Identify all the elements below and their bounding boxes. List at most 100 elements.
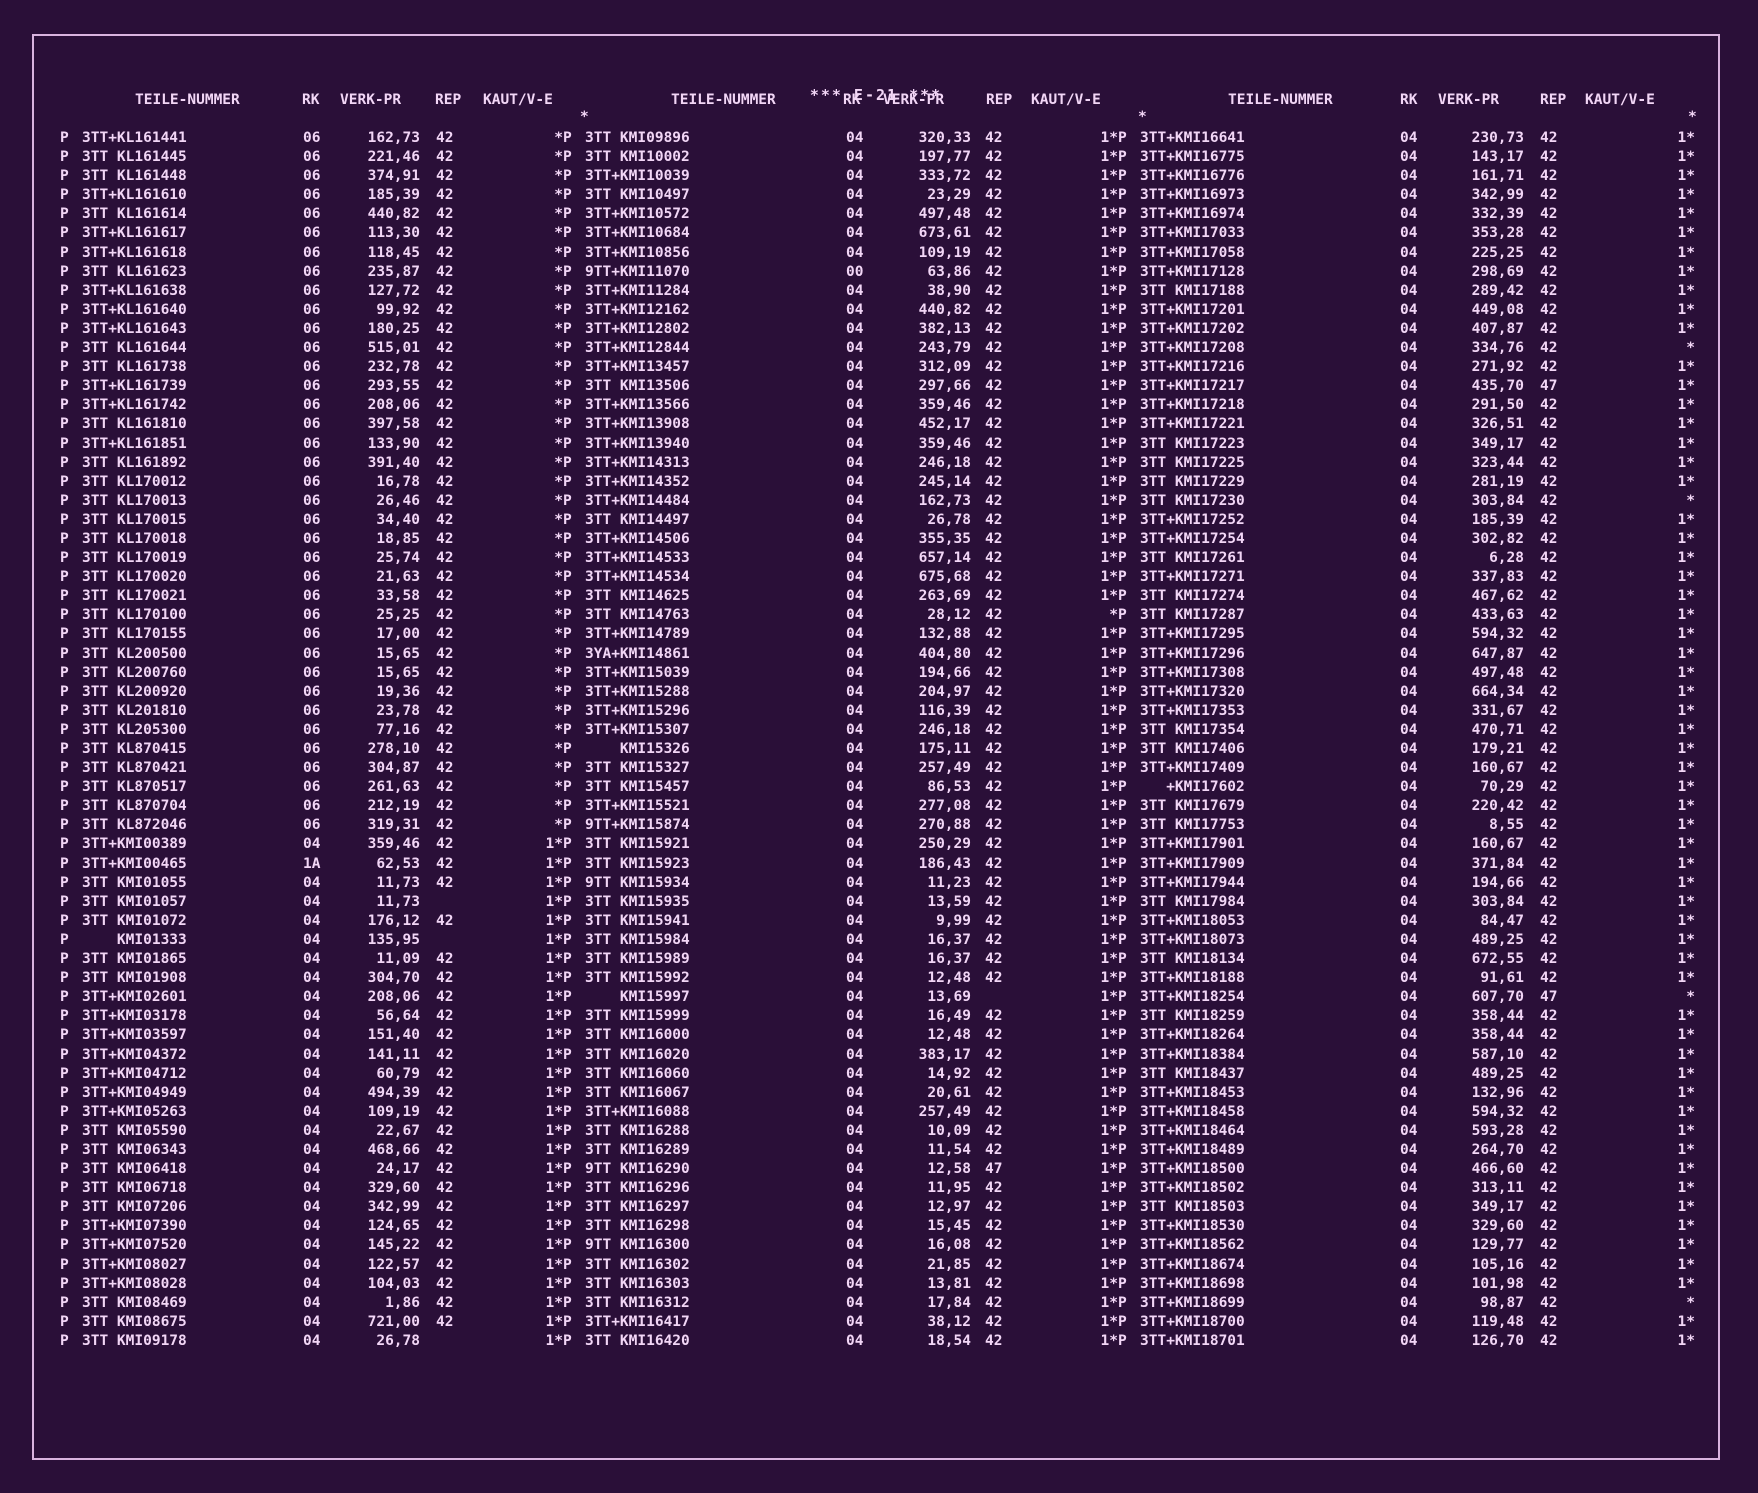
prefix-cell: P xyxy=(60,359,69,376)
rk-cell: 04 xyxy=(1400,1199,1418,1216)
prefix-cell: P xyxy=(563,855,572,872)
price-cell: 359,46 xyxy=(918,435,971,452)
flag-cell: * xyxy=(554,149,563,166)
part-number-cell: 3TT KMI05590 xyxy=(82,1122,187,1139)
rep-cell: 42 xyxy=(985,760,1003,777)
rep-cell: 42 xyxy=(985,397,1003,414)
table-row: * P 3TT+KMI10039 04 333,72 42 xyxy=(554,168,1123,187)
prefix-cell: P xyxy=(1118,530,1127,547)
flag-cell: 1* xyxy=(1100,817,1118,834)
table-row: P 3TT+KL161441 06 162,73 42 xyxy=(60,130,580,149)
prefix-cell: P xyxy=(1118,359,1127,376)
rk-cell: 04 xyxy=(1400,626,1418,643)
flag-cell: 1* xyxy=(1100,1008,1118,1025)
part-number-cell: 3TT KL870704 xyxy=(82,798,187,815)
rk-cell: 04 xyxy=(1400,836,1418,853)
table-row: * P 3TT+KMI14533 04 657,14 42 xyxy=(554,550,1123,569)
flag-cell: 1* xyxy=(1100,1256,1118,1273)
price-cell: 21,85 xyxy=(927,1256,971,1273)
flag-cell: 1* xyxy=(545,1084,563,1101)
rk-cell: 04 xyxy=(846,282,864,299)
rk-cell: 06 xyxy=(303,550,321,567)
rk-cell: 04 xyxy=(1400,1008,1418,1025)
prefix-cell: P xyxy=(60,798,69,815)
price-cell: 359,46 xyxy=(367,836,420,853)
prefix-cell: P xyxy=(60,1141,69,1158)
prefix-cell: P xyxy=(563,588,572,605)
part-number-cell: 3TT KMI06343 xyxy=(82,1141,187,1158)
flag-cell: 1* xyxy=(545,893,563,910)
flag-cell: 1* xyxy=(1100,130,1118,146)
table-row: * P 3TT+KMI12844 04 243,79 42 xyxy=(554,340,1123,359)
rk-cell: 06 xyxy=(303,626,321,643)
table-row: P 3TT KL870704 06 212,19 42 xyxy=(60,798,580,817)
flag-cell: * xyxy=(554,798,563,815)
table-row: P 3TT KL170019 06 25,74 42 xyxy=(60,550,580,569)
part-number-cell: 3TT+KMI18699 xyxy=(1140,1294,1245,1311)
price-cell: 179,21 xyxy=(1471,741,1524,757)
part-number-cell: 3TT+KMI17033 xyxy=(1140,225,1245,242)
part-number-cell: 3TT KL205300 xyxy=(82,721,187,738)
rk-cell: 06 xyxy=(303,492,321,509)
prefix-cell: P xyxy=(563,1332,572,1349)
rk-cell: 06 xyxy=(303,301,321,318)
table-row: P 3TT KMI01072 04 176,12 42 xyxy=(60,913,580,932)
table-row: P 3TT+KMI08028 04 104,03 42 xyxy=(60,1276,580,1295)
table-row: P 3TT KMI01865 04 11,09 42 xyxy=(60,951,580,970)
flag-cell: 1* xyxy=(1677,1084,1695,1101)
table-row: * P 3TT+KMI12162 04 440,82 42 xyxy=(554,302,1123,321)
prefix-cell: P xyxy=(60,244,69,261)
rep-cell: 42 xyxy=(436,282,454,299)
prefix-cell: P xyxy=(1118,511,1127,528)
rk-cell: 04 xyxy=(1400,721,1418,738)
rep-cell: 42 xyxy=(1540,1199,1558,1216)
rk-cell: 04 xyxy=(1400,340,1418,357)
table-row: P 3TT KL161810 06 397,58 42 xyxy=(60,416,580,435)
prefix-cell: P xyxy=(60,1180,69,1197)
rk-cell: 04 xyxy=(1400,989,1418,1006)
rk-cell: 04 xyxy=(1400,569,1418,586)
prefix-cell: P xyxy=(60,817,69,834)
flag-cell: * xyxy=(554,530,563,547)
rk-cell: 04 xyxy=(303,989,321,1006)
rk-cell: 04 xyxy=(1400,817,1418,834)
prefix-cell: P xyxy=(60,626,69,643)
rep-cell: 42 xyxy=(436,263,454,280)
rep-cell: 42 xyxy=(985,1256,1003,1273)
rk-cell: 04 xyxy=(1400,473,1418,490)
flag-cell: * xyxy=(1109,607,1118,624)
prefix-cell: P xyxy=(563,1275,572,1292)
prefix-cell: P xyxy=(60,1027,69,1044)
part-number-cell: 3TT KL170015 xyxy=(82,511,187,528)
rep-cell: 42 xyxy=(436,301,454,318)
table-row: * P 3TT KMI15457 04 86,53 42 xyxy=(554,779,1123,798)
rep-cell: 42 xyxy=(985,1237,1003,1254)
rk-cell: 04 xyxy=(1400,1103,1418,1120)
header-price: VERK-PR xyxy=(340,92,402,108)
rk-cell: 04 xyxy=(1400,416,1418,433)
flag-cell: 1* xyxy=(1677,1141,1695,1158)
table-column-2: TEILE-NUMMER RK VERK-PR REP KAUT/V-E * * P 3TT K… xyxy=(546,92,1147,1352)
price-cell: 721,00 xyxy=(367,1313,420,1330)
table-row: P 3TT+KL161851 06 133,90 42 xyxy=(60,436,580,455)
rep-cell: 42 xyxy=(436,798,454,815)
price-cell: 124,65 xyxy=(367,1218,420,1235)
rk-cell: 04 xyxy=(846,1313,864,1330)
prefix-cell: P xyxy=(60,683,69,700)
flag-cell: 1* xyxy=(1677,1275,1695,1292)
rk-cell: 1A xyxy=(303,855,321,872)
prefix-cell: P xyxy=(60,741,69,757)
rk-cell: 06 xyxy=(303,702,321,719)
price-cell: 86,53 xyxy=(927,779,971,796)
prefix-cell: P xyxy=(563,320,572,337)
rk-cell: 06 xyxy=(303,416,321,433)
table-row: * P 3TT+KMI11284 04 38,90 42 xyxy=(554,282,1123,302)
table-row: 1* P 3TT+KMI17201 04 449,08 42 1* xyxy=(1101,301,1698,321)
table-row: 1* P 3TT KMI15923 04 186,43 42 xyxy=(546,855,1123,875)
prefix-cell: P xyxy=(563,435,572,452)
column-header: TEILE-NUMMER RK VERK-PR REP KAUT/V-E * xyxy=(563,92,1147,130)
rk-cell: 04 xyxy=(1400,301,1418,318)
part-number-cell: 3TT+KMI11284 xyxy=(585,282,690,299)
rk-cell: 04 xyxy=(1400,1122,1418,1139)
rk-cell: 06 xyxy=(303,779,321,796)
